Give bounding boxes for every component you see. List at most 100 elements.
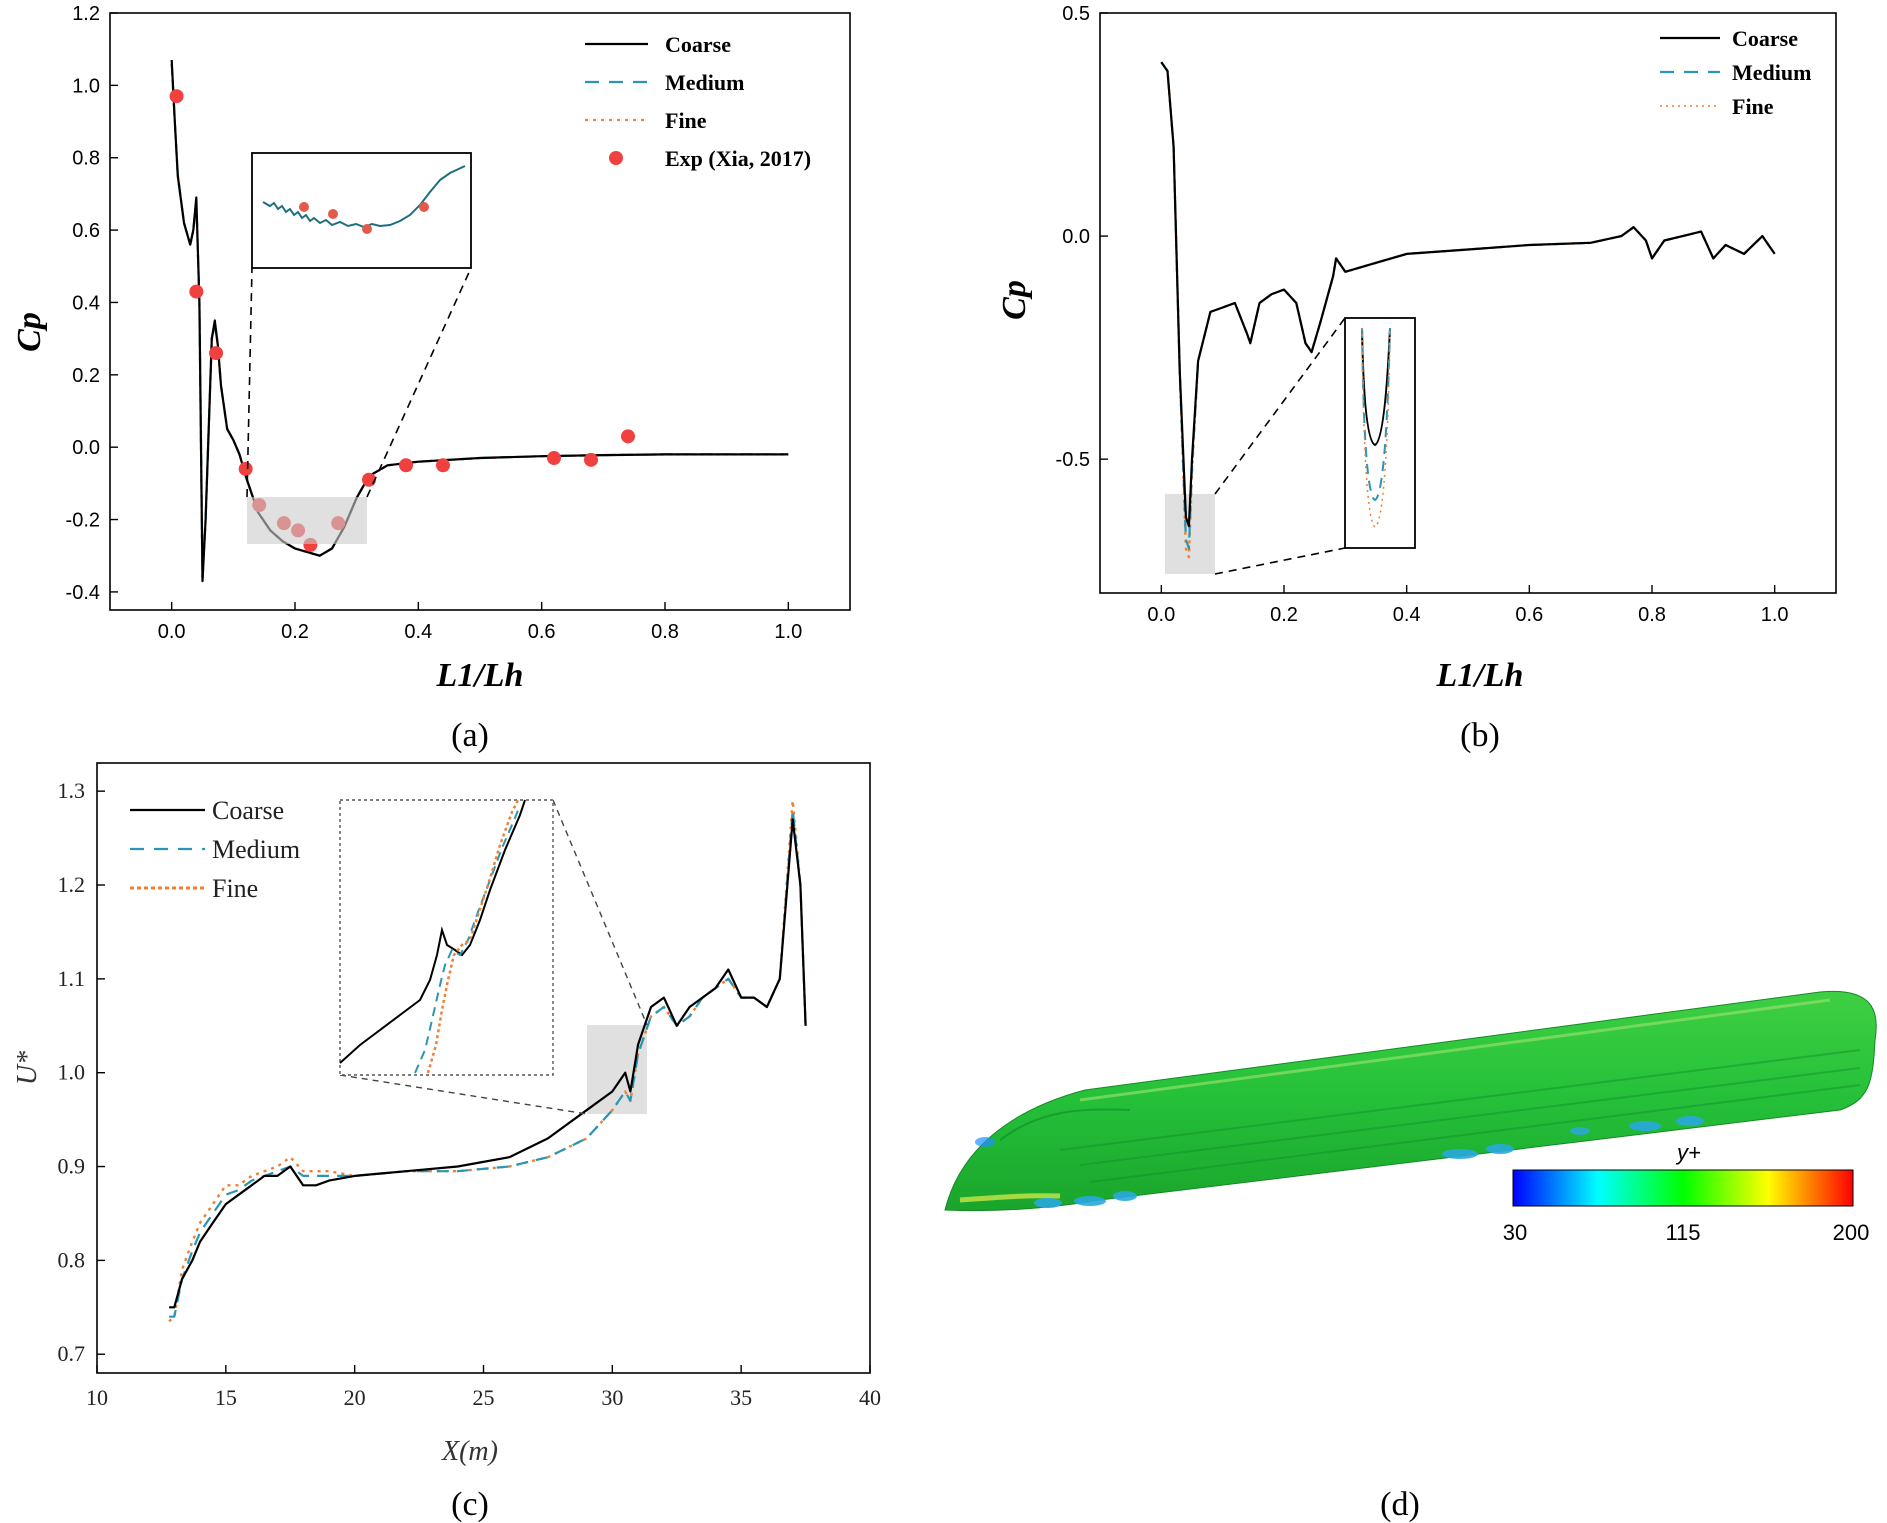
y-tick-label: 0.4 [72, 292, 100, 314]
panel-c: 10 15 20 25 30 35 40 0.7 0.8 0.9 1.0 1.1 1.2 1.3 Coar… [12, 762, 881, 1523]
y-tick-label: 1.3 [58, 778, 86, 803]
series-coarse-line [1160, 61, 1776, 528]
x-tick-label: 15 [215, 1385, 237, 1410]
exp-data-point [189, 284, 204, 299]
legend-b: Coarse Medium Fine [1660, 26, 1811, 119]
legend-c-fine-label: Fine [212, 874, 258, 903]
x-tick-label: 0.6 [528, 621, 556, 643]
y-tick-label: 0.8 [58, 1247, 86, 1272]
y-tick-label: 0.2 [72, 365, 100, 387]
legend-a-exp-swatch [609, 151, 623, 165]
y-tick-label: 1.2 [58, 872, 86, 897]
inset-b-medium [1361, 327, 1391, 502]
x-axis-title-a: L1/Lh [436, 657, 524, 694]
y-tick-label: 1.2 [72, 3, 100, 25]
zoom-region-a [247, 497, 367, 544]
legend-c: Coarse Medium Fine [130, 796, 300, 903]
colorbar-tick-max: 200 [1833, 1220, 1870, 1245]
series-fine-line [1160, 61, 1776, 559]
exp-data-point [547, 451, 561, 466]
x-tick-label: 0.4 [404, 621, 432, 643]
series-b [1160, 61, 1776, 559]
y-tick-label: 0.9 [58, 1154, 86, 1179]
inset-a-curve [262, 165, 466, 229]
legend-b-fine-label: Fine [1732, 94, 1774, 119]
train-surface [944, 990, 1877, 1212]
y-tick-label: 0.0 [1062, 226, 1090, 248]
colorbar-tick-mid: 115 [1665, 1220, 1700, 1245]
x-tick-label: 1.0 [1761, 604, 1789, 626]
exp-data-point [209, 346, 224, 361]
x-tick-label: 0.6 [1515, 604, 1543, 626]
zoom-connector-bottom [1214, 547, 1346, 575]
zoom-connector-top [1214, 317, 1346, 495]
legend-a-coarse-label: Coarse [665, 32, 731, 57]
y-axis-title-b: Cp [996, 280, 1033, 320]
legend-a-medium-label: Medium [665, 70, 744, 95]
panel-d: y+ 30 115 200 (d) [944, 990, 1877, 1523]
panel-a: 0.0 0.2 0.4 0.6 0.8 1.0 -0.4 -0.2 0.0 0.2 0.4 0.6 0.… [11, 3, 851, 754]
series-medium-line [1160, 61, 1776, 550]
x-tick-label: 25 [473, 1385, 495, 1410]
inset-a-point [328, 209, 338, 219]
series-fine-line [168, 799, 807, 1323]
exp-data-point [621, 429, 635, 444]
x-tick-label: 0.2 [1270, 604, 1298, 626]
series-coarse-line [169, 818, 807, 1309]
exp-data-point [169, 89, 184, 104]
inset-a-point [362, 224, 372, 234]
legend-c-coarse-label: Coarse [212, 796, 284, 825]
exp-data-point [362, 472, 376, 487]
legend-a: Coarse Medium Fine Exp (Xia, 2017) [585, 32, 811, 171]
colorbar-title: y+ [1675, 1140, 1701, 1165]
colorbar-tick-min: 30 [1503, 1220, 1527, 1245]
y-tick-label: 0.7 [58, 1341, 86, 1366]
panel-label-d: (d) [1380, 1486, 1420, 1523]
x-axis-title-b: L1/Lh [1436, 657, 1524, 694]
y-tick-label: 1.0 [58, 1060, 86, 1085]
exp-data-point [436, 458, 450, 473]
legend-b-medium-label: Medium [1732, 60, 1811, 85]
y-tick-label: -0.5 [1056, 449, 1090, 471]
x-tick-label: 40 [859, 1385, 881, 1410]
x-tick-label: 20 [344, 1385, 366, 1410]
legend-c-medium-label: Medium [212, 835, 300, 864]
inset-a-point [299, 202, 309, 212]
y-tick-label: 1.0 [72, 75, 100, 97]
legend-a-exp-label: Exp (Xia, 2017) [665, 146, 811, 171]
x-tick-label: 35 [730, 1385, 752, 1410]
x-tick-label: 10 [86, 1385, 108, 1410]
inset-c-medium [414, 804, 521, 1074]
y-tick-label: 0.0 [72, 437, 100, 459]
x-tick-label: 0.0 [1147, 604, 1175, 626]
x-tick-label: 0.0 [158, 621, 186, 643]
zoom-connector-c-top [552, 799, 648, 1026]
y-tick-label: -0.4 [66, 582, 100, 604]
exp-data-point [399, 458, 413, 473]
zoom-region-c [587, 1025, 647, 1114]
colorbar-gradient [1512, 1169, 1854, 1207]
x-tick-label: 0.8 [1638, 604, 1666, 626]
panel-label-b: (b) [1460, 717, 1500, 754]
panel-label-c: (c) [451, 1486, 489, 1523]
exp-data-point [238, 461, 253, 476]
ticks-b: 0.0 0.2 0.4 0.6 0.8 1.0 -0.5 0.0 0.5 [1056, 3, 1789, 626]
panel-b: 0.0 0.2 0.4 0.6 0.8 1.0 -0.5 0.0 0.5 Coarse Medi… [996, 3, 1837, 754]
x-tick-label: 0.2 [281, 621, 309, 643]
zoom-connector-c-bottom [339, 1074, 588, 1115]
series-c [168, 799, 807, 1323]
colorbar: y+ 30 115 200 [1503, 1140, 1870, 1245]
x-axis-title-c: X(m) [441, 1436, 498, 1467]
legend-b-coarse-label: Coarse [1732, 26, 1798, 51]
y-axis-title-a: Cp [11, 312, 48, 352]
y-tick-label: 0.5 [1062, 3, 1090, 25]
inset-c-fine [426, 799, 520, 1074]
ticks-a: 0.0 0.2 0.4 0.6 0.8 1.0 -0.4 -0.2 0.0 0.2 0.4 0.6 0.… [66, 3, 803, 643]
plot-frame-b [1099, 12, 1837, 594]
y-axis-title-c: U* [12, 1051, 43, 1085]
exp-data-point [584, 452, 598, 467]
zoom-connector-left [246, 267, 253, 498]
y-tick-label: 1.1 [58, 966, 86, 991]
x-tick-label: 30 [601, 1385, 623, 1410]
series-medium-line [169, 808, 807, 1318]
